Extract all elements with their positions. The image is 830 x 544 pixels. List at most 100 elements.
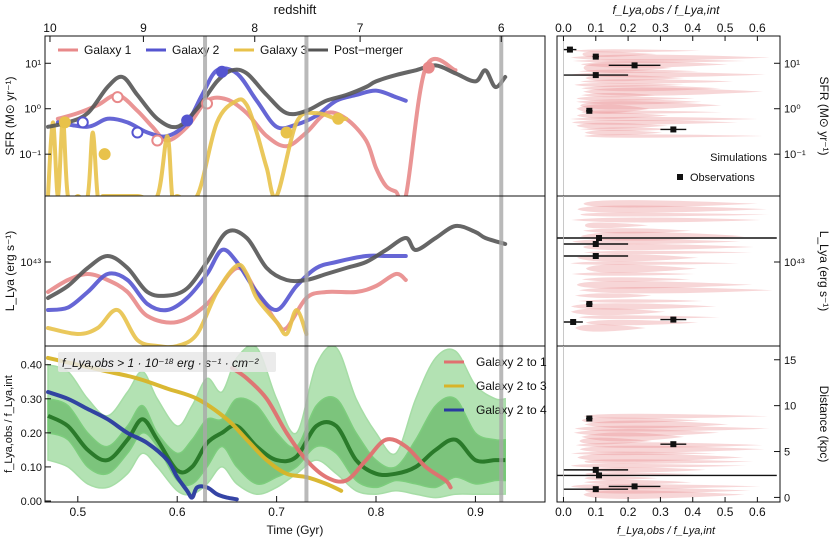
legend-simulations: Simulations — [710, 152, 767, 164]
simulation-violin — [579, 127, 675, 132]
lya-series-galaxy-2 — [46, 247, 408, 313]
simulation-violin — [577, 205, 767, 213]
legend-label: Galaxy 3 — [260, 43, 308, 57]
simulation-violin — [577, 453, 744, 462]
obs-lya-y-label: L_Lya (erg s⁻¹) — [817, 231, 830, 312]
simulation-violin — [581, 277, 691, 282]
legend-observations: Observations — [690, 172, 755, 184]
simulation-violin — [574, 293, 652, 299]
legend-label: Galaxy 1 — [84, 43, 132, 57]
simulation-violin — [572, 59, 746, 63]
right-top-axis-title: f_Lya,obs / f_Lya,int — [613, 3, 721, 17]
simulation-violin — [578, 299, 703, 303]
right-panel-frame — [556, 345, 781, 503]
y-tick-label: 10¹ — [25, 58, 41, 70]
left-panel-frame — [44, 195, 546, 347]
simulation-violin — [571, 217, 761, 223]
observation-point — [670, 441, 677, 448]
sfr-series-galaxy-3 — [46, 97, 349, 196]
observation-point — [631, 62, 638, 69]
simulation-violin — [576, 122, 668, 129]
escape-band-inner — [47, 396, 506, 489]
observation-point — [592, 253, 599, 259]
y-tick-label: 10¹ — [784, 58, 800, 70]
simulation-violin — [575, 442, 763, 448]
simulation-violin — [583, 250, 752, 255]
y-tick-label: 0.40 — [21, 360, 42, 372]
y-tick-label: 0.20 — [21, 428, 42, 440]
sfr-plot-area — [46, 57, 508, 196]
simulation-violin — [573, 49, 701, 53]
x-tick-label: 0.6 — [169, 505, 186, 519]
top-tick-label: 6 — [498, 21, 505, 35]
simulation-violin — [581, 85, 721, 92]
simulation-violin — [580, 61, 728, 68]
lya-y-label: L_Lya (erg s⁻¹) — [3, 231, 17, 312]
simulation-violin — [585, 319, 699, 326]
sfr-series-galaxy-2 — [55, 66, 408, 139]
simulation-violin — [576, 112, 669, 119]
escape-annotation: f_Lya,obs > 1 · 10⁻¹⁸ erg · s⁻¹ · cm⁻² — [62, 356, 259, 370]
observation-point — [586, 107, 593, 114]
simulation-violin — [570, 483, 761, 489]
simulation-violin — [584, 476, 658, 481]
right-bottom-axis-title: f_Lya,obs / f_Lya,int — [617, 525, 716, 537]
simulation-violin — [581, 417, 700, 424]
x-tick-label: 0.5 — [717, 505, 734, 519]
x-tick-label: 0.4 — [684, 505, 701, 519]
observation-point — [570, 319, 577, 325]
simulation-violin — [583, 467, 706, 473]
simulation-violin — [584, 134, 764, 138]
lya-series-post-merger — [46, 223, 508, 300]
observation-point — [596, 472, 603, 479]
sfr-marker-point — [181, 114, 194, 127]
observation-point — [596, 235, 603, 241]
simulation-violin — [581, 110, 723, 114]
simulation-violin — [580, 212, 769, 217]
legend-label: Galaxy 2 to 4 — [476, 403, 547, 417]
simulation-violin — [580, 101, 722, 110]
observation-point — [586, 415, 593, 422]
simulation-violin — [585, 74, 685, 82]
y-tick-label: 0.30 — [21, 394, 42, 406]
simulation-violin — [576, 280, 753, 289]
y-tick-label: 15 — [784, 355, 796, 367]
escape-fraction-panel: f_Lya,obs > 1 · 10⁻¹⁸ erg · s⁻¹ · cm⁻² Ga… — [3, 346, 547, 508]
simulation-violin — [572, 238, 741, 245]
simulation-violin — [582, 87, 763, 96]
simulation-violin — [570, 54, 770, 61]
annotation-box — [58, 352, 276, 372]
simulation-violin — [570, 451, 716, 456]
observations-lya-panel: 10⁴³ L_Lya (erg s⁻¹) — [557, 200, 830, 332]
simulation-violin — [578, 69, 699, 73]
x-tick-label: 0.8 — [368, 505, 385, 519]
axes-frames: 0.5 0.6 0.7 0.8 0.9 10 9 8 7 6 0.0 0.0 0.1 0.1 0.2 0.2 0… — [43, 21, 781, 519]
escape-series-galaxy-2-to-4 — [46, 390, 239, 502]
legend-label: Post−merger — [334, 43, 403, 57]
simulation-violin — [585, 222, 649, 229]
observation-point — [586, 301, 593, 307]
simulation-violin — [581, 432, 685, 442]
simulation-violin — [580, 79, 734, 84]
escape-y-label: f_Lya,obs / f_Lya,int — [3, 375, 15, 473]
observation-point — [631, 483, 638, 490]
top-tick-label: 9 — [140, 21, 147, 35]
simulation-violin — [578, 315, 720, 320]
top-tick-label: 0.3 — [652, 21, 669, 35]
simulation-violin — [570, 463, 747, 468]
simulation-violin — [583, 243, 754, 251]
observation-point — [592, 466, 599, 473]
top-tick-label: 0.0 — [555, 21, 572, 35]
simulation-violin — [581, 92, 655, 98]
left-panel-frame — [44, 345, 546, 503]
simulation-violin — [576, 99, 702, 105]
y-tick-label: 0.00 — [21, 496, 42, 508]
simulation-violin — [583, 479, 692, 485]
y-tick-label: 10⁰ — [24, 104, 41, 116]
sfr-series-post-merger — [46, 63, 508, 130]
simulation-violin — [583, 63, 672, 73]
sfr-series-galaxy-1 — [55, 57, 458, 196]
obs-sfr-y-label: SFR (M⊙ yr⁻¹) — [817, 76, 830, 155]
sfr-marker-point — [131, 126, 144, 139]
